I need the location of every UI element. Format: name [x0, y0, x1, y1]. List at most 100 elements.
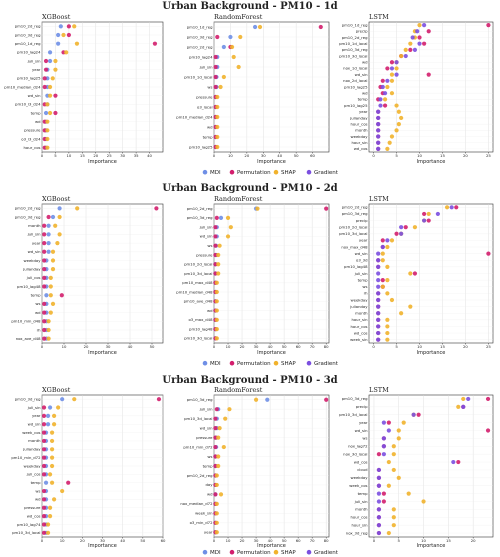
- point-mdi: [45, 413, 51, 418]
- feature-label: pm10_lag25: [344, 84, 368, 89]
- point-shap: [214, 336, 219, 341]
- point-permutation: [156, 397, 162, 402]
- point-shap: [216, 271, 221, 276]
- point-shap: [385, 278, 390, 283]
- point-gradient: [381, 420, 386, 425]
- point-mdi: [228, 34, 233, 40]
- feature-label: pm10_3d_local: [184, 336, 212, 341]
- point-gradient: [376, 109, 381, 114]
- feature-label: nox_3d_reg: [346, 530, 368, 535]
- point-permutation: [66, 32, 71, 38]
- feature-label: pressure: [24, 505, 41, 510]
- point-permutation: [215, 34, 220, 40]
- feature-label: pm10_2d_local: [184, 262, 212, 267]
- point-gradient: [376, 115, 381, 121]
- panel-randomforest: RandomForest 0 10 20 30 40 50 60 70 80 Importance p…: [176, 195, 330, 356]
- point-permutation: [41, 463, 47, 469]
- legend: MDI Permutation SHAP Gradient: [202, 169, 339, 176]
- point-gradient: [376, 467, 382, 473]
- point-shap: [229, 44, 235, 50]
- point-permutation: [386, 420, 391, 425]
- point-shap: [403, 47, 408, 52]
- point-shap: [46, 319, 51, 324]
- feature-label: month: [28, 438, 41, 443]
- x-tick-label: 0: [213, 344, 216, 349]
- feature-label: juli_sin: [27, 405, 42, 410]
- point-gradient: [376, 140, 381, 145]
- point-shap: [396, 475, 401, 480]
- point-permutation: [213, 492, 218, 497]
- point-shap: [49, 463, 55, 469]
- point-permutation: [426, 29, 431, 34]
- point-shap: [45, 128, 50, 133]
- point-shap: [401, 420, 406, 425]
- point-gradient: [376, 304, 381, 309]
- x-tick-label: 20: [244, 153, 249, 158]
- point-shap: [387, 140, 392, 145]
- point-shap: [408, 304, 413, 309]
- feature-label: hour_sin: [351, 522, 368, 527]
- point-permutation: [41, 447, 47, 452]
- point-mdi: [47, 50, 53, 55]
- point-shap: [215, 124, 220, 130]
- feature-label: ws: [362, 284, 367, 289]
- feature-label: weekday: [351, 475, 369, 480]
- point-shap: [218, 84, 223, 90]
- point-mdi: [44, 293, 49, 298]
- point-shap: [214, 473, 219, 478]
- point-permutation: [42, 327, 47, 333]
- point-gradient: [376, 324, 381, 329]
- point-shap: [255, 206, 260, 211]
- x-tick-label: 20: [240, 344, 245, 349]
- legend-label-shap: SHAP: [281, 550, 296, 556]
- point-shap: [215, 134, 220, 140]
- point-mdi: [56, 32, 61, 38]
- feature-label: pm10_3d_reg: [342, 396, 368, 401]
- feature-label: year: [359, 238, 368, 243]
- legend-marker-permutation: [229, 360, 235, 366]
- point-shap: [214, 289, 219, 295]
- point-shap: [52, 422, 57, 427]
- point-shap: [49, 447, 55, 452]
- feature-label: month: [355, 311, 368, 316]
- point-permutation: [380, 238, 385, 243]
- feature-label: pm10_min_d72: [183, 444, 213, 449]
- x-tick-label: 40: [268, 344, 273, 349]
- point-shap: [391, 507, 396, 512]
- point-permutation: [154, 206, 159, 211]
- point-permutation: [213, 64, 218, 70]
- point-shap: [216, 252, 221, 258]
- point-gradient: [376, 530, 382, 536]
- point-shap: [227, 407, 232, 412]
- point-shap: [217, 426, 222, 431]
- feature-label: o3_3d: [356, 258, 368, 263]
- x-axis-label: Importance: [88, 350, 117, 356]
- point-shap: [53, 223, 58, 228]
- point-gradient: [389, 66, 395, 71]
- point-permutation: [417, 35, 422, 40]
- point-shap: [56, 405, 61, 410]
- point-permutation: [41, 472, 47, 477]
- feature-label: wd: [362, 60, 368, 65]
- feature-label: pm10_3d_reg: [15, 32, 41, 37]
- point-shap: [236, 64, 241, 70]
- x-tick-label: 50: [282, 344, 287, 349]
- point-shap: [216, 435, 221, 440]
- point-shap: [385, 337, 390, 342]
- point-permutation: [41, 530, 47, 535]
- point-shap: [55, 240, 60, 246]
- point-permutation: [66, 24, 71, 29]
- point-permutation: [213, 84, 218, 90]
- feature-label: year: [32, 67, 41, 72]
- point-shap: [412, 225, 418, 230]
- point-permutation: [41, 430, 47, 435]
- point-gradient: [381, 444, 386, 449]
- x-tick-label: 10: [66, 153, 71, 158]
- point-shap: [60, 488, 65, 494]
- point-shap: [391, 515, 396, 520]
- point-shap: [396, 109, 401, 114]
- feature-label: wd_sin: [28, 249, 41, 254]
- feature-label: pm10_1d_reg: [342, 22, 368, 27]
- legend-marker-shap: [273, 360, 279, 366]
- point-shap: [214, 511, 219, 516]
